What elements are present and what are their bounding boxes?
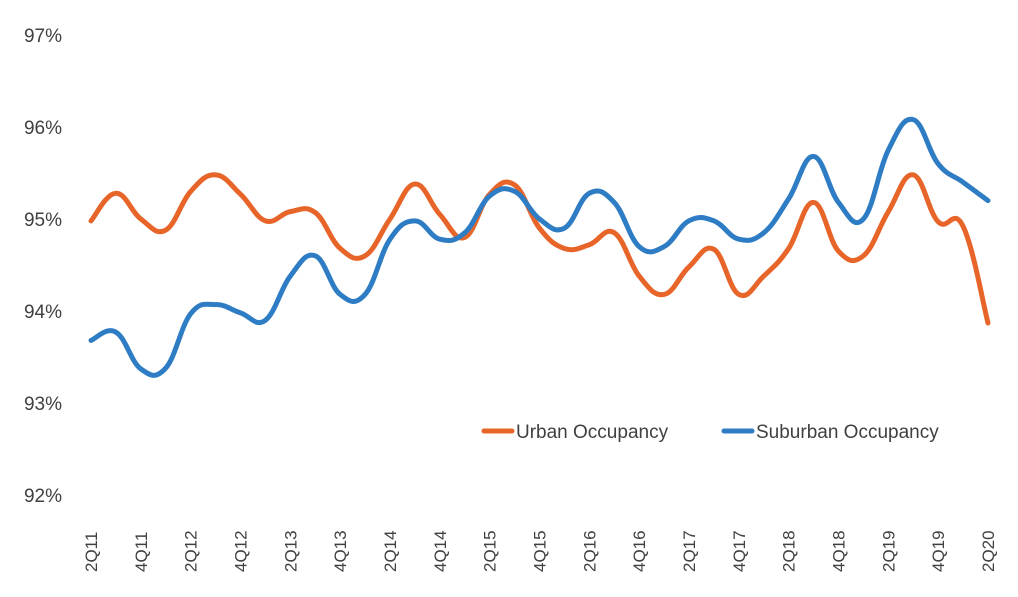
y-tick-label: 92% xyxy=(24,486,62,507)
x-tick-label: 4Q18 xyxy=(830,530,849,572)
x-tick-label: 2Q12 xyxy=(182,530,201,572)
y-tick-label: 96% xyxy=(24,118,62,139)
suburban-occupancy-line xyxy=(88,116,991,378)
x-tick-label: 4Q12 xyxy=(232,530,251,572)
x-axis: 2Q11 4Q11 2Q12 4Q12 2Q13 4Q13 2Q14 4Q14 2Q15 4Q15… xyxy=(82,530,998,572)
legend-item-urban-occupancy: Urban Occupancy xyxy=(481,422,669,443)
x-tick-label: 2Q16 xyxy=(580,530,599,572)
x-tick-label: 4Q11 xyxy=(132,532,151,572)
series-layer xyxy=(88,116,991,378)
x-tick-label: 4Q17 xyxy=(730,530,749,572)
legend-label: Suburban Occupancy xyxy=(756,422,939,443)
x-tick-label: 4Q13 xyxy=(331,530,350,572)
x-tick-label: 2Q15 xyxy=(481,530,500,572)
x-tick-label: 2Q18 xyxy=(780,530,799,572)
y-tick-label: 97% xyxy=(24,26,62,47)
x-tick-label: 2Q20 xyxy=(979,530,998,572)
legend-label: Urban Occupancy xyxy=(516,422,669,443)
legend: Urban Occupancy Suburban Occupancy xyxy=(481,422,939,443)
x-tick-label: 2Q17 xyxy=(680,530,699,572)
legend-item-suburban-occupancy: Suburban Occupancy xyxy=(721,422,939,443)
y-tick-label: 94% xyxy=(24,302,62,323)
x-tick-label: 2Q11 xyxy=(82,532,101,572)
y-axis: 92% 93% 94% 95% 96% 97% xyxy=(24,26,62,507)
x-tick-label: 4Q14 xyxy=(431,530,450,572)
x-tick-label: 4Q16 xyxy=(630,530,649,572)
urban-occupancy-line xyxy=(88,172,991,326)
x-tick-label: 2Q14 xyxy=(381,530,400,572)
x-tick-label: 4Q15 xyxy=(531,530,550,572)
y-tick-label: 93% xyxy=(24,394,62,415)
x-tick-label: 4Q19 xyxy=(929,530,948,572)
x-tick-label: 2Q19 xyxy=(879,530,898,572)
x-tick-label: 2Q13 xyxy=(281,530,300,572)
y-tick-label: 95% xyxy=(24,210,62,231)
